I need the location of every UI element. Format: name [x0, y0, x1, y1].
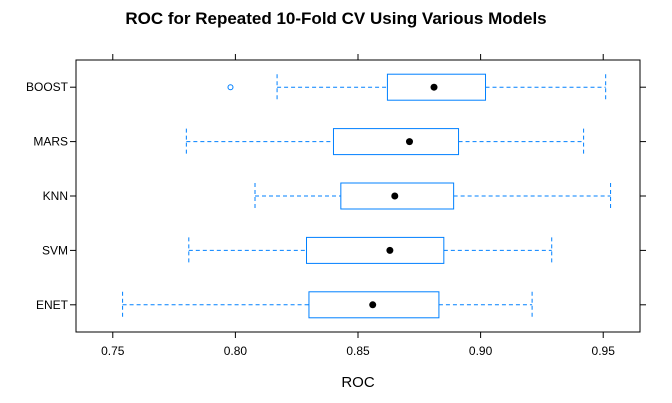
chart-title: ROC for Repeated 10-Fold CV Using Variou…	[125, 9, 546, 28]
box-mars	[185, 128, 585, 156]
box-enet	[122, 291, 533, 319]
x-tick-label: 0.85	[346, 344, 370, 358]
x-tick-label: 0.75	[101, 344, 125, 358]
box-iqr	[306, 236, 445, 264]
median-point	[386, 246, 394, 254]
box-svm	[188, 236, 553, 264]
y-category-label: KNN	[43, 189, 68, 203]
box-series	[122, 73, 612, 319]
outlier-point	[227, 84, 234, 91]
x-tick-label: 0.90	[469, 344, 493, 358]
box-iqr	[332, 128, 460, 156]
y-category-label: MARS	[33, 135, 68, 149]
median-point	[369, 301, 377, 309]
median-point	[391, 192, 399, 200]
box-boost	[227, 73, 607, 101]
x-axis-ticks: 0.75 0.80 0.85 0.90 0.95	[101, 54, 615, 358]
y-category-label: ENET	[36, 298, 69, 312]
y-category-label: SVM	[42, 243, 68, 257]
box-iqr	[340, 182, 455, 210]
x-axis-label: ROC	[341, 374, 375, 391]
x-tick-label: 0.80	[224, 344, 248, 358]
median-point	[430, 83, 438, 91]
y-axis-labels: BOOST MARS KNN SVM ENET	[26, 80, 646, 312]
x-tick-label: 0.95	[592, 344, 616, 358]
median-point	[405, 138, 413, 146]
y-category-label: BOOST	[26, 80, 69, 94]
box-knn	[254, 182, 612, 210]
